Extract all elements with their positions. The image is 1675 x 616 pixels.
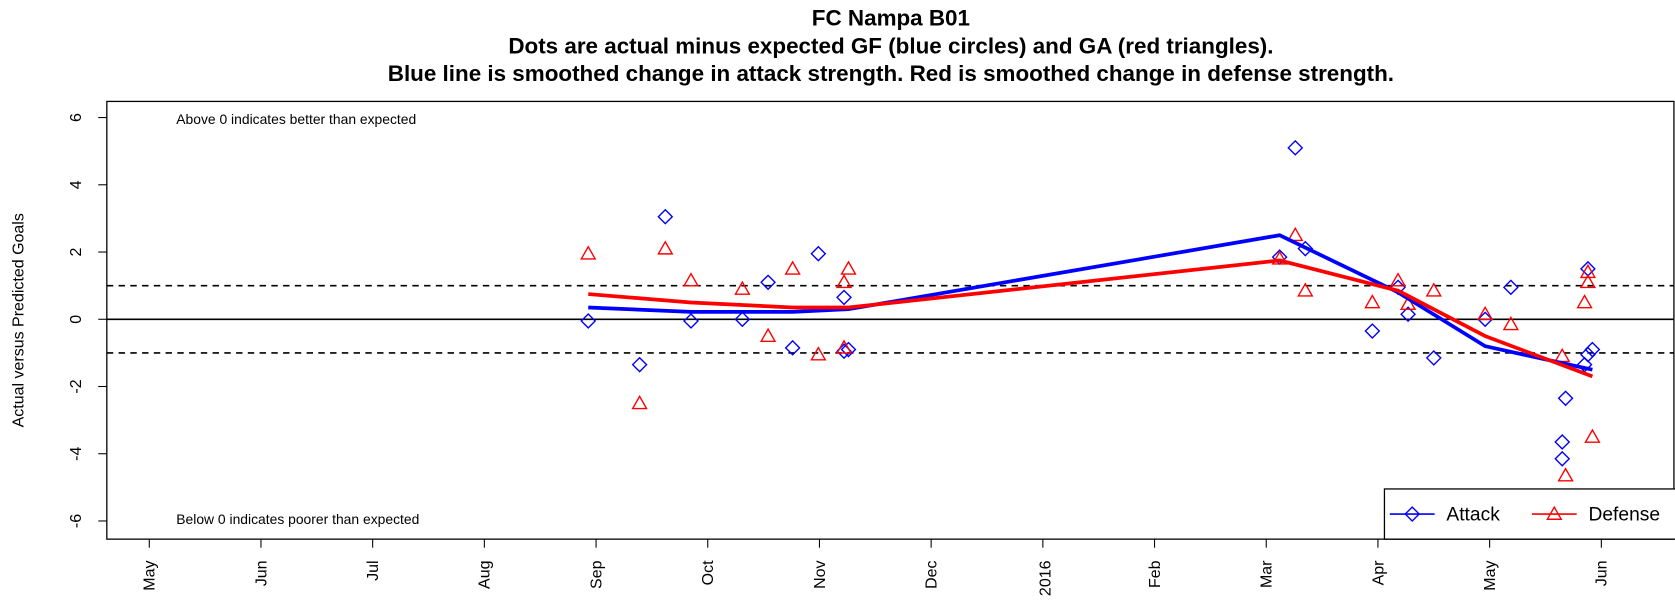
x-tick-label: May bbox=[1482, 560, 1499, 590]
point bbox=[1364, 294, 1381, 309]
point bbox=[836, 289, 852, 306]
point bbox=[734, 280, 751, 295]
x-tick-label: May bbox=[142, 560, 159, 590]
point bbox=[631, 356, 648, 373]
y-tick-label: 0 bbox=[68, 315, 85, 324]
point bbox=[760, 274, 776, 291]
x-tick-label: Dec bbox=[923, 560, 940, 588]
point bbox=[759, 327, 777, 342]
point bbox=[1271, 250, 1288, 265]
y-axis-label: Actual versus Predicted Goals bbox=[10, 213, 27, 427]
point bbox=[1554, 450, 1571, 467]
x-tick-label: Jun bbox=[1594, 560, 1611, 586]
point bbox=[835, 273, 853, 289]
chart-title: FC Nampa B01 bbox=[812, 6, 970, 31]
plot-frame bbox=[106, 100, 1675, 540]
smooth-line bbox=[588, 233, 1593, 372]
legend-swatch bbox=[1404, 506, 1421, 522]
point bbox=[1297, 282, 1314, 297]
point bbox=[1557, 467, 1574, 482]
point bbox=[810, 346, 827, 361]
point bbox=[1580, 346, 1596, 363]
point bbox=[631, 394, 648, 410]
point bbox=[1364, 323, 1381, 339]
point bbox=[1584, 341, 1601, 358]
legend: Attack Defense bbox=[1383, 488, 1675, 540]
legend-label: Attack bbox=[1446, 504, 1500, 525]
x-tick-label: Nov bbox=[812, 560, 829, 588]
point bbox=[1554, 434, 1571, 450]
point bbox=[1477, 311, 1494, 328]
point bbox=[835, 339, 853, 354]
x-tick-label: Jul bbox=[365, 560, 382, 580]
x-tick-label: Feb bbox=[1147, 560, 1164, 588]
x-tick-label: Sep bbox=[588, 560, 605, 589]
point bbox=[1554, 347, 1571, 363]
point bbox=[784, 260, 801, 275]
y-tick-label: -2 bbox=[68, 379, 85, 393]
x-tick-label: Jun bbox=[253, 560, 270, 586]
plot-area bbox=[580, 139, 1601, 532]
chart-subtitle: Blue line is smoothed change in attack s… bbox=[388, 61, 1394, 86]
legend-label: Defense bbox=[1588, 504, 1660, 525]
y-tick-label: -4 bbox=[68, 447, 85, 461]
point bbox=[840, 260, 857, 275]
point bbox=[784, 339, 801, 356]
point bbox=[657, 208, 674, 225]
x-tick-label: Aug bbox=[477, 560, 494, 588]
chart-subtitle: Dots are actual minus expected GF (blue … bbox=[508, 33, 1273, 58]
point bbox=[1287, 226, 1304, 242]
annotation: Below 0 indicates poorer than expected bbox=[176, 511, 419, 527]
point bbox=[683, 313, 699, 329]
point bbox=[1579, 263, 1597, 279]
point bbox=[1425, 282, 1442, 297]
point bbox=[1400, 306, 1417, 323]
point bbox=[1477, 305, 1494, 321]
point bbox=[840, 341, 857, 358]
annotation: Above 0 indicates better than expected bbox=[176, 111, 416, 127]
point bbox=[1389, 272, 1407, 287]
point bbox=[810, 245, 827, 262]
x-tick-label: 2016 bbox=[1037, 560, 1054, 596]
x-tick-label: Oct bbox=[700, 560, 717, 585]
point bbox=[1584, 428, 1601, 443]
point bbox=[1399, 295, 1417, 311]
y-tick-label: 2 bbox=[68, 247, 85, 256]
point bbox=[734, 311, 751, 328]
point bbox=[1576, 294, 1593, 309]
point bbox=[657, 240, 674, 255]
point bbox=[1502, 315, 1519, 331]
point bbox=[682, 272, 700, 287]
point bbox=[580, 313, 597, 329]
y-tick-label: -6 bbox=[68, 514, 85, 528]
y-tick-label: 4 bbox=[68, 180, 85, 189]
point bbox=[1287, 139, 1304, 156]
point bbox=[580, 245, 597, 260]
x-tick-label: Apr bbox=[1370, 560, 1387, 586]
point bbox=[1502, 279, 1519, 296]
point bbox=[1557, 390, 1574, 407]
legend-swatch bbox=[1546, 505, 1563, 520]
smooth-line bbox=[588, 258, 1594, 379]
point bbox=[1579, 273, 1597, 289]
y-tick-label: 6 bbox=[68, 113, 85, 122]
x-tick-label: Mar bbox=[1259, 560, 1276, 588]
point bbox=[1425, 350, 1442, 366]
